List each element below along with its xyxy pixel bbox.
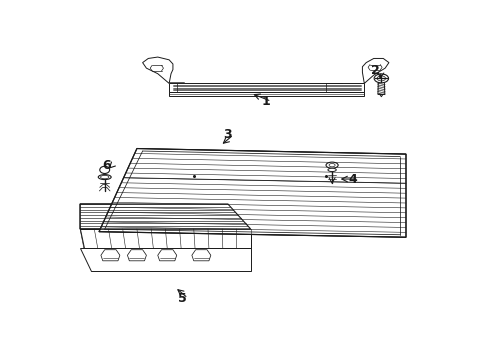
Text: 3: 3 [223, 128, 232, 141]
Text: 4: 4 [348, 172, 357, 185]
Polygon shape [80, 204, 250, 229]
Polygon shape [191, 250, 210, 261]
Polygon shape [377, 82, 384, 94]
Ellipse shape [373, 74, 388, 83]
Text: 2: 2 [370, 64, 379, 77]
Text: 6: 6 [102, 159, 111, 172]
Polygon shape [158, 250, 176, 261]
Polygon shape [127, 250, 146, 261]
Polygon shape [80, 229, 250, 248]
Polygon shape [362, 58, 388, 84]
Text: 5: 5 [178, 292, 186, 305]
Polygon shape [169, 92, 364, 96]
Polygon shape [101, 250, 120, 261]
Polygon shape [99, 149, 405, 237]
Ellipse shape [325, 162, 338, 168]
Circle shape [100, 166, 109, 174]
Polygon shape [169, 84, 364, 92]
Ellipse shape [327, 168, 336, 172]
Polygon shape [80, 248, 250, 270]
Text: 1: 1 [261, 95, 269, 108]
Polygon shape [142, 57, 173, 84]
Ellipse shape [98, 175, 111, 180]
